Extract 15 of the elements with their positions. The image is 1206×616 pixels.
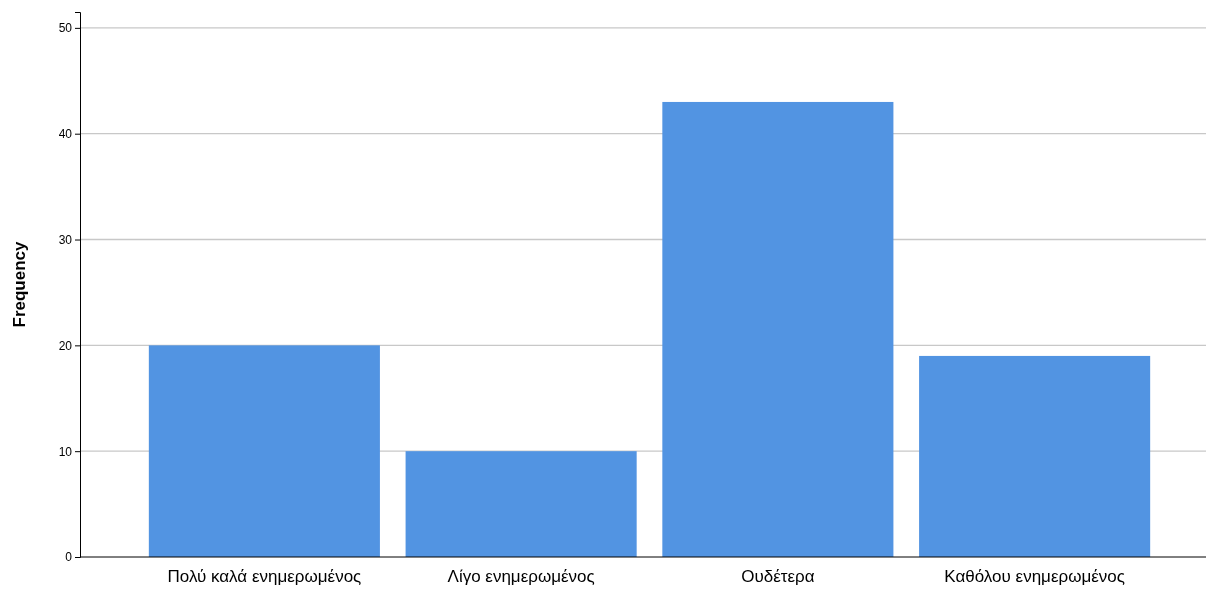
bar: [148, 345, 380, 557]
y-tick-label: 30: [58, 232, 73, 247]
x-tick-label: Ουδέτερα: [741, 567, 815, 586]
y-tick-label: 50: [58, 21, 73, 36]
y-tick-label: 0: [65, 550, 73, 565]
x-tick-label: Καθόλου ενημερωμένος: [944, 567, 1125, 586]
bar: [662, 101, 894, 557]
bar: [919, 355, 1151, 557]
y-axis-title: Frequency: [10, 240, 29, 328]
y-tick-label: 40: [58, 127, 73, 142]
y-tick-label: 10: [58, 444, 73, 459]
bar: [405, 451, 637, 557]
y-tick-label: 20: [58, 338, 73, 353]
x-tick-label: Λίγο ενημερωμένος: [447, 567, 595, 586]
x-tick-label: Πολύ καλά ενημερωμένος: [167, 567, 362, 586]
